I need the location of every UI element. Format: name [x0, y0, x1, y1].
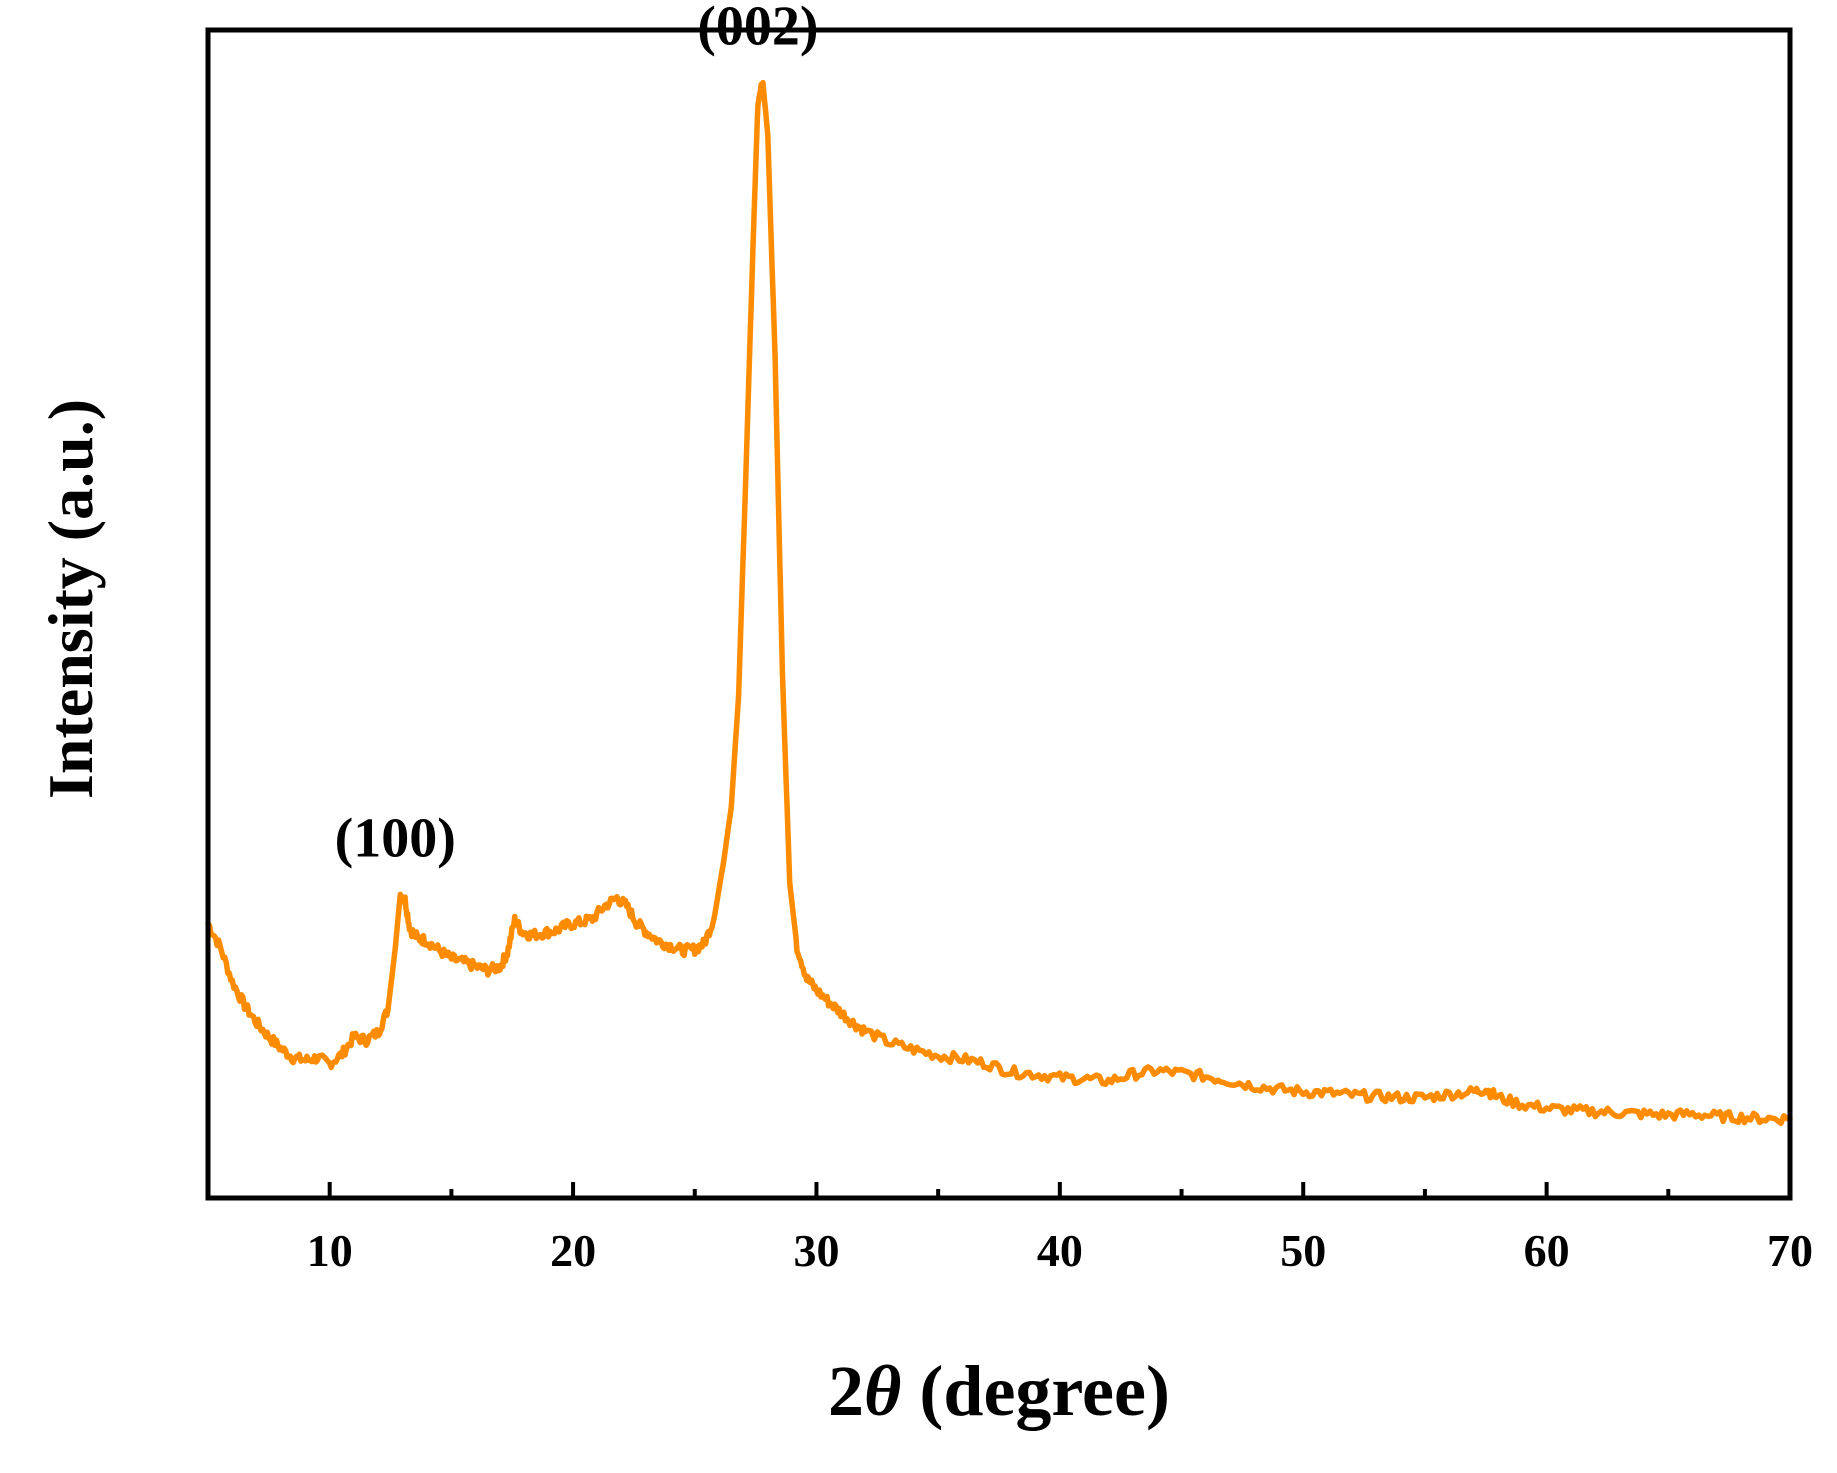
- x-tick-labels: 10 20 30 40 50 60 70: [307, 1225, 1813, 1276]
- x-tick-label: 10: [307, 1225, 353, 1276]
- peak-label: (100): [335, 807, 456, 869]
- x-tick-label: 20: [550, 1225, 596, 1276]
- x-tick-label: 50: [1280, 1225, 1326, 1276]
- x-axis-title-prefix: 2: [828, 1351, 864, 1431]
- x-tick-label: 70: [1767, 1225, 1813, 1276]
- x-tick-label: 30: [793, 1225, 839, 1276]
- x-axis-title-symbol: θ: [864, 1351, 901, 1431]
- x-tick-label: 60: [1524, 1225, 1570, 1276]
- series-line: [205, 79, 1793, 1127]
- y-axis-title: Intensity (a.u.): [35, 399, 106, 799]
- peak-annotations: (100) (002): [335, 0, 819, 869]
- x-axis-title: 2θ (degree): [828, 1351, 1170, 1431]
- plot-frame: [205, 27, 1793, 1201]
- x-tick-label: 40: [1037, 1225, 1083, 1276]
- peak-label: (002): [697, 0, 818, 58]
- x-axis-title-suffix: (degree): [901, 1351, 1170, 1431]
